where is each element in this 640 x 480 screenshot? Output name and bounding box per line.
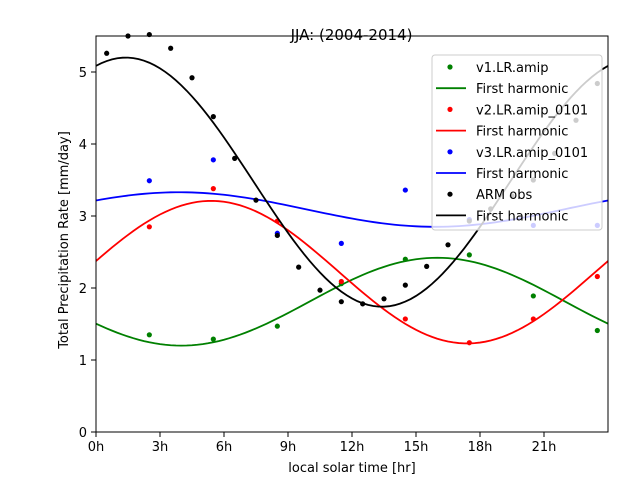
- data-point-1-1: [210, 186, 216, 192]
- data-point-1-3: [338, 278, 344, 285]
- y-tick-label: 5: [79, 66, 87, 81]
- data-point-0-7: [594, 327, 600, 334]
- legend-marker-1: [447, 106, 453, 112]
- data-point-3-11: [338, 299, 344, 305]
- data-point-3-5: [210, 114, 216, 120]
- x-tick-label: 15h: [404, 440, 429, 455]
- data-point-3-15: [424, 263, 430, 269]
- data-point-3-14: [402, 282, 408, 288]
- y-tick-label: 2: [79, 282, 87, 297]
- legend-fit-label-3: First harmonic: [476, 209, 568, 224]
- legend-marker-3: [447, 191, 453, 197]
- data-point-1-0: [146, 224, 152, 230]
- fit-curve-1: [95, 199, 609, 345]
- data-point-3-16: [445, 242, 451, 248]
- y-tick-label: 4: [79, 138, 87, 153]
- legend-fit-label-2: First harmonic: [476, 167, 568, 182]
- data-point-0-2: [274, 323, 280, 329]
- data-point-3-13: [381, 296, 387, 302]
- data-point-3-7: [253, 197, 259, 203]
- x-tick-label: 6h: [216, 440, 233, 455]
- chart-title: JJA: (2004-2014): [290, 26, 413, 44]
- data-point-0-4: [402, 256, 408, 262]
- data-point-3-9: [296, 264, 302, 270]
- data-point-0-0: [146, 332, 152, 338]
- legend-label-0: v1.LR.amip: [476, 61, 549, 76]
- x-tick-label: 21h: [532, 440, 557, 455]
- legend-label-2: v3.LR.amip_0101: [476, 146, 588, 161]
- data-point-2-1: [210, 157, 216, 163]
- y-tick-label: 1: [79, 354, 87, 369]
- x-tick-label: 18h: [468, 440, 493, 455]
- x-axis-label: local solar time [hr]: [288, 461, 415, 476]
- data-point-1-5: [466, 340, 472, 346]
- x-tick-label: 9h: [280, 440, 297, 455]
- data-point-3-3: [168, 45, 174, 51]
- legend-label-1: v2.LR.amip_0101: [476, 103, 588, 118]
- y-axis: 0 1 2 3 4 5: [79, 66, 96, 441]
- data-point-2-0: [146, 178, 152, 184]
- y-tick-label: 0: [79, 426, 87, 441]
- data-point-3-4: [189, 75, 195, 81]
- data-point-0-1: [210, 336, 216, 342]
- data-point-3-10: [317, 287, 323, 293]
- data-point-3-0: [104, 50, 110, 56]
- data-point-0-5: [466, 252, 472, 258]
- y-tick-label: 3: [79, 210, 87, 225]
- legend: v1.LR.amip First harmonic v2.LR.amip_0101 F…: [431, 54, 603, 231]
- x-tick-label: 3h: [152, 440, 169, 455]
- legend-marker-0: [447, 64, 453, 70]
- data-point-3-8: [274, 232, 280, 239]
- legend-marker-2: [447, 149, 453, 155]
- data-point-1-7: [594, 273, 600, 280]
- data-point-1-6: [530, 316, 536, 322]
- fit-curve-0: [95, 256, 609, 347]
- data-point-2-3: [338, 240, 344, 246]
- legend-box: [431, 54, 603, 231]
- legend-fit-label-0: First harmonic: [476, 82, 568, 97]
- data-point-1-4: [402, 316, 408, 322]
- x-axis: 0h 3h 6h 9h 12h 15h 18h 21h: [88, 432, 557, 455]
- y-axis-label: Total Precipitation Rate [mm/day]: [57, 131, 72, 350]
- legend-fit-label-1: First harmonic: [476, 125, 568, 140]
- x-tick-label: 12h: [340, 440, 365, 455]
- data-point-3-12: [360, 301, 366, 307]
- data-point-2-4: [402, 187, 408, 193]
- data-point-3-6: [232, 155, 238, 161]
- data-point-0-6: [530, 293, 536, 299]
- legend-label-3: ARM obs: [476, 188, 532, 203]
- x-tick-label: 0h: [88, 440, 105, 455]
